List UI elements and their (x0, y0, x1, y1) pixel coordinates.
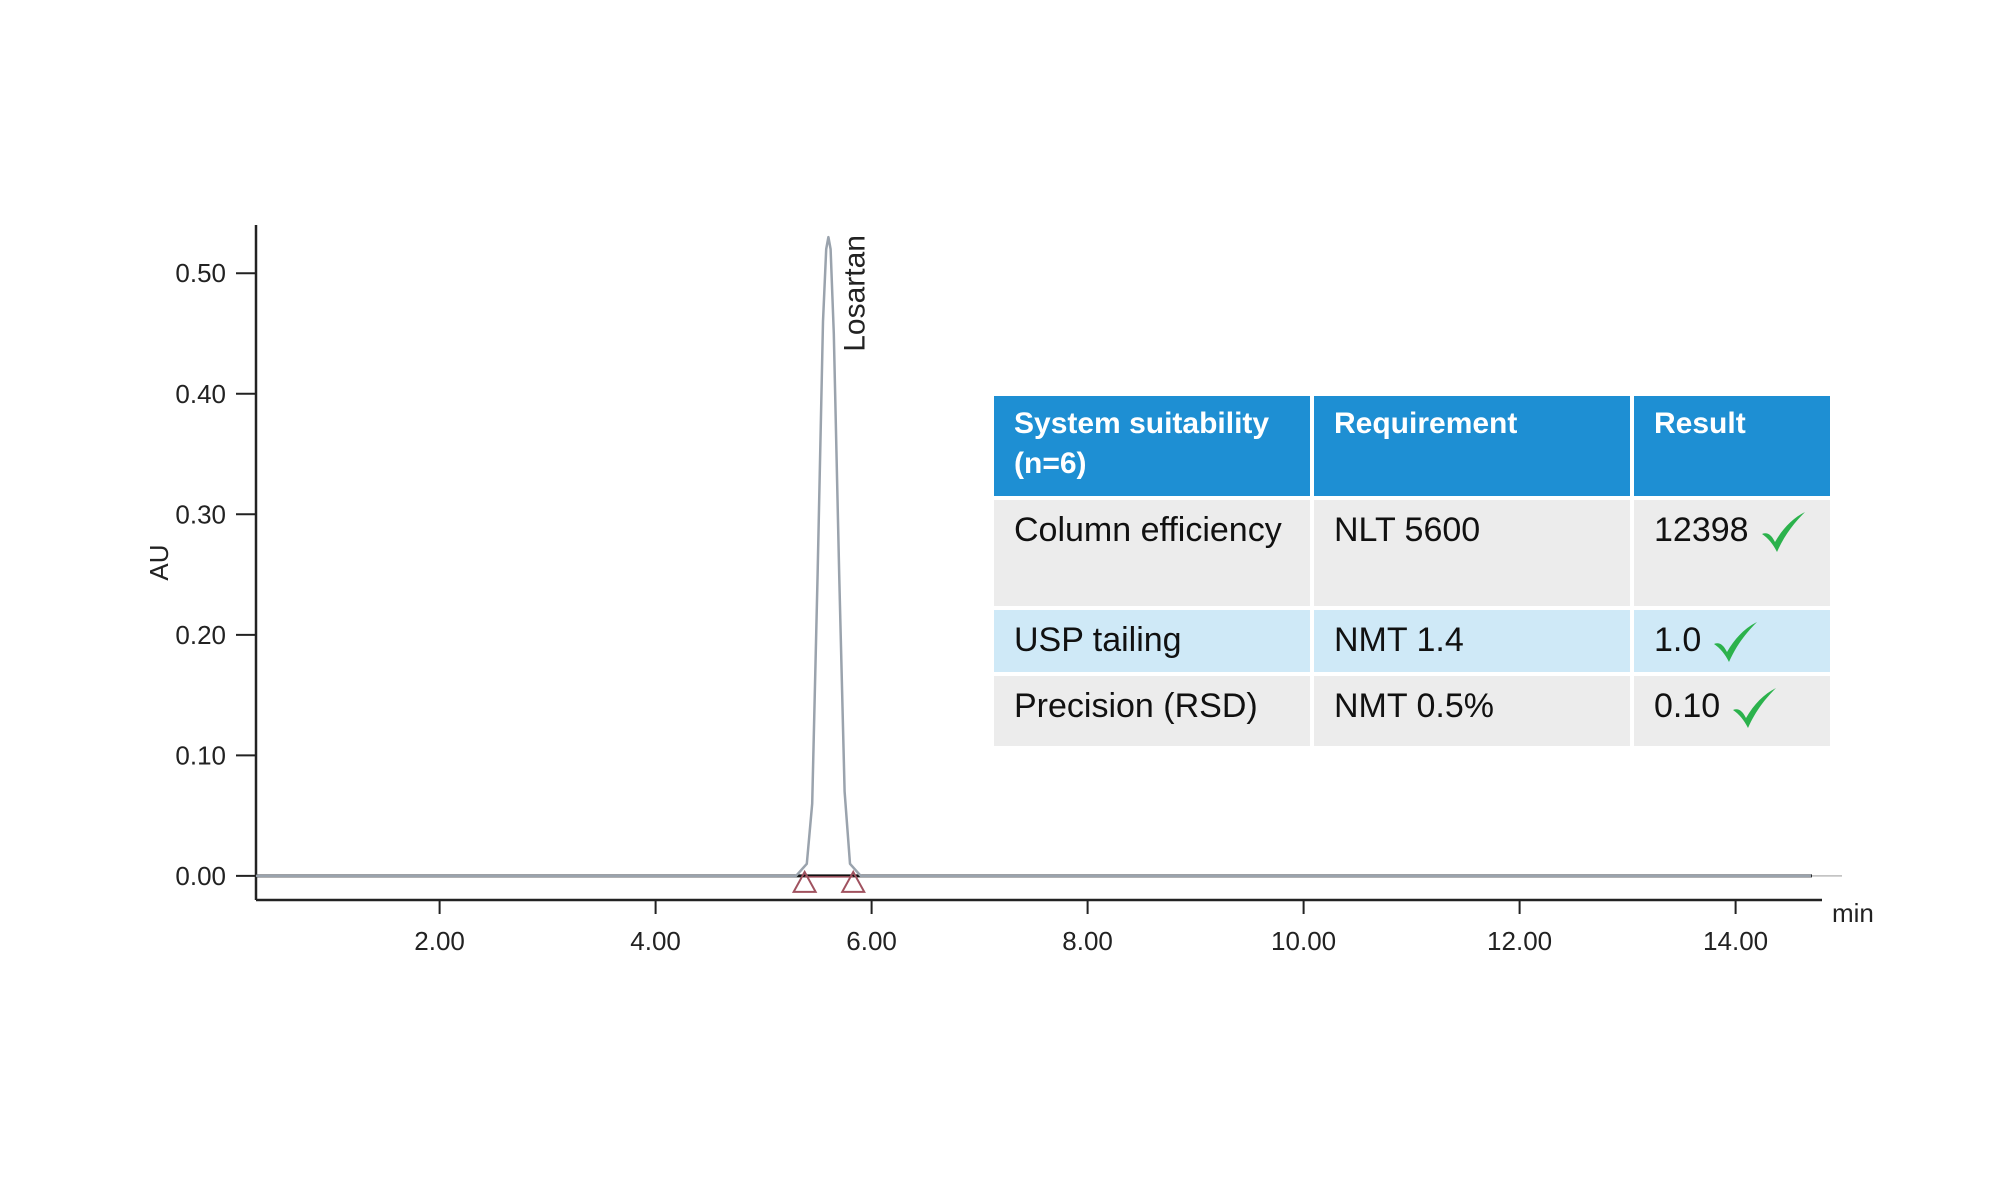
check-mark-icon (1759, 510, 1807, 554)
y-tick-label: 0.40 (175, 379, 226, 409)
table-row: Column efficiency NLT 5600 12398 (994, 500, 1830, 606)
system-suitability-table: System suitability (n=6) Requirement Res… (990, 392, 1834, 750)
row-requirement: NMT 1.4 (1314, 610, 1630, 673)
table-row: USP tailing NMT 1.4 1.0 (994, 610, 1830, 673)
peak-boundary-marker (791, 869, 818, 893)
row-parameter: USP tailing (994, 610, 1310, 673)
check-mark-glyph (1714, 622, 1758, 663)
x-tick-label: 4.00 (630, 926, 681, 956)
y-tick-label: 0.50 (175, 258, 226, 288)
table-row: Precision (RSD) NMT 0.5% 0.10 (994, 676, 1830, 747)
table-header-row: System suitability (n=6) Requirement Res… (994, 396, 1830, 496)
y-axis-label: AU (144, 544, 174, 580)
row-result: 1.0 (1654, 621, 1702, 659)
check-mark-glyph (1761, 512, 1805, 553)
x-tick-label: 14.00 (1703, 926, 1768, 956)
header-requirement: Requirement (1314, 396, 1630, 496)
peak-label: Losartan (838, 235, 871, 352)
x-tick-label: 10.00 (1271, 926, 1336, 956)
axes: AU min (144, 225, 1874, 928)
row-result-cell: 0.10 (1634, 676, 1830, 747)
row-requirement: NLT 5600 (1314, 500, 1630, 606)
row-result-cell: 12398 (1634, 500, 1830, 606)
row-parameter: Column efficiency (994, 500, 1310, 606)
y-tick-label: 0.30 (175, 499, 226, 529)
row-result: 0.10 (1654, 687, 1721, 726)
y-tick-label: 0.00 (175, 861, 226, 891)
y-tick-label: 0.20 (175, 620, 226, 650)
y-tick-label: 0.10 (175, 740, 226, 770)
x-tick-label: 6.00 (846, 926, 897, 956)
peak-annotations: Losartan (791, 235, 871, 893)
chart-series (256, 235, 1842, 878)
check-mark-glyph (1733, 688, 1777, 729)
row-requirement: NMT 0.5% (1314, 676, 1630, 747)
peak-boundary-marker (840, 869, 866, 893)
x-axis-label: min (1832, 898, 1874, 928)
row-parameter: Precision (RSD) (994, 676, 1310, 747)
x-tick-label: 12.00 (1487, 926, 1552, 956)
row-result: 12398 (1654, 511, 1749, 549)
header-result: Result (1634, 396, 1830, 496)
header-parameter: System suitability (n=6) (994, 396, 1310, 496)
x-tick-label: 2.00 (414, 926, 465, 956)
x-tick-label: 8.00 (1062, 926, 1113, 956)
check-mark-icon (1730, 686, 1778, 730)
chromatogram-trace (256, 235, 1812, 878)
check-mark-icon (1711, 620, 1759, 664)
axis-ticks: 0.00 0.10 0.20 0.30 0.40 0.50 2.00 4.00 6.00 8.00… (175, 258, 1768, 956)
row-result-cell: 1.0 (1634, 610, 1830, 673)
